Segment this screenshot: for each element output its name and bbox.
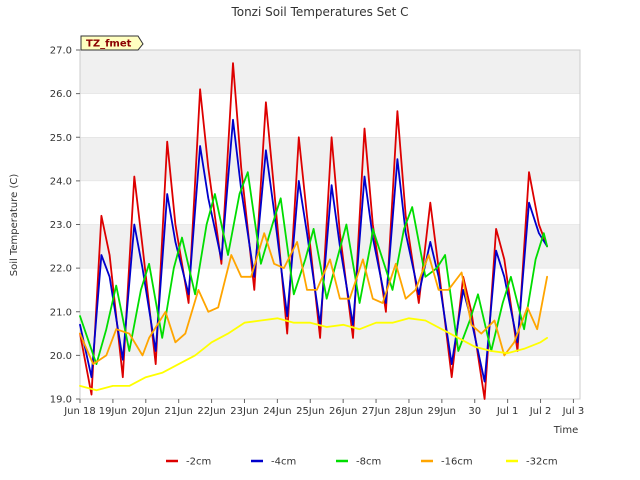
legend-label: -4cm [271, 457, 296, 468]
y-tick-label: 22.0 [50, 264, 72, 275]
x-tick-label: Jul 1 [496, 406, 519, 417]
x-tick-label: 29Jun [428, 406, 456, 417]
legend-label: -16cm [441, 457, 473, 468]
y-tick-label: 26.0 [50, 89, 72, 100]
y-tick-label: 23.0 [50, 220, 72, 231]
x-tick-label: 22Jun [197, 406, 225, 417]
series-line-neg8cm [79, 171, 548, 366]
x-tick-label: 28Jun [395, 406, 423, 417]
site-badge: TZ_fmet [80, 35, 144, 51]
legend: -2cm -4cm -8cm -16cm -32cm [166, 457, 558, 468]
legend-label: -8cm [356, 457, 381, 468]
y-tick-label: 19.0 [50, 395, 72, 406]
series-line-neg16cm [79, 232, 548, 366]
x-tick-label: 25Jun [296, 406, 324, 417]
y-tick-label: 21.0 [50, 307, 72, 318]
x-tick-label: 24Jun [263, 406, 291, 417]
legend-label: -32cm [526, 457, 558, 468]
y-tick-label: 27.0 [50, 46, 72, 57]
badge-label: TZ_fmet [86, 39, 132, 50]
x-tick-label: 30 [468, 406, 481, 417]
y-tick-label: 25.0 [50, 133, 72, 144]
x-tick-label: 23Jun [230, 406, 258, 417]
x-tick-label: Jul 2 [529, 406, 552, 417]
x-tick-label: 26Jun [329, 406, 357, 417]
y-tick-label: 20.0 [50, 351, 72, 362]
legend-label: -2cm [186, 457, 211, 468]
badge-box [80, 35, 144, 51]
x-tick-label: 27Jun [362, 406, 390, 417]
x-tick-label: 20Jun [132, 406, 160, 417]
chart-title: Tonzi Soil Temperatures Set C [230, 5, 408, 19]
y-axis-title: Soil Temperature (C) [9, 174, 20, 277]
y-tick-label: 24.0 [50, 176, 72, 187]
x-axis: Jun 18 19Jun 20Jun 21Jun 22Jun 23Jun 24Jun 25Ju… [63, 399, 584, 417]
x-tick-label: 19Jun [99, 406, 127, 417]
series-layer [79, 62, 548, 400]
series-line-neg32cm [79, 317, 548, 392]
x-tick-label: 21Jun [165, 406, 193, 417]
x-tick-label: Jun 18 [63, 406, 96, 417]
x-tick-label: Jul 3 [562, 406, 585, 417]
plot-band [80, 50, 580, 94]
x-axis-title: Time [553, 425, 578, 436]
y-axis: 19.0 20.0 21.0 22.0 23.0 24.0 25.0 26.0 27.0 [50, 46, 80, 406]
